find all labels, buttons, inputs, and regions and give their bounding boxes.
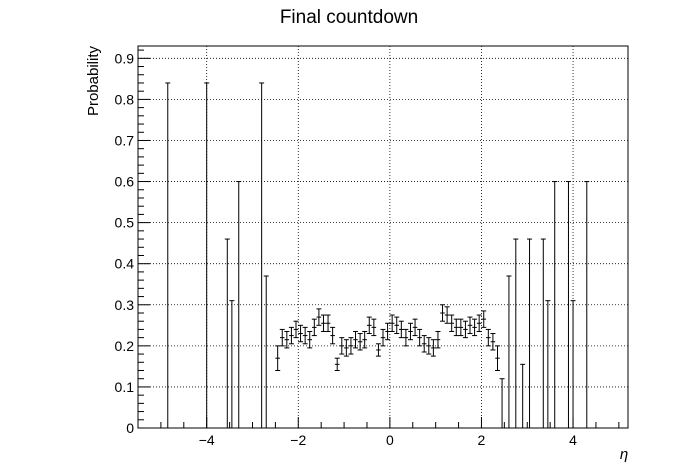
data-point [165, 82, 171, 429]
data-point [316, 308, 322, 326]
data-point [348, 337, 354, 355]
y-tick-label: 0.3 [115, 297, 135, 313]
x-tick-label: −4 [199, 432, 215, 448]
data-point [449, 314, 455, 332]
data-point [394, 316, 400, 335]
x-tick-label: 4 [569, 432, 577, 448]
data-point [343, 339, 349, 357]
y-tick-label: 0.7 [115, 132, 135, 148]
data-point [467, 316, 473, 335]
data-point [458, 318, 464, 337]
axis-ticks [137, 49, 620, 429]
data-point [302, 326, 308, 345]
data-point [472, 318, 478, 337]
data-point [506, 275, 512, 429]
data-point [494, 345, 500, 371]
y-tick-label: 0.8 [115, 91, 135, 107]
data-point [366, 316, 372, 335]
data-point [357, 333, 363, 351]
y-tick-label: 0.4 [115, 256, 135, 272]
x-tick-labels: −4 −2 0 2 4 [199, 432, 577, 448]
data-point [481, 310, 487, 328]
data-point [453, 318, 459, 337]
data-point [435, 330, 441, 349]
data-point [513, 238, 519, 429]
data-point [540, 238, 546, 429]
x-axis-label: η [620, 446, 628, 463]
data-point [417, 328, 423, 347]
data-point [520, 363, 526, 429]
y-axis-label: Probability [85, 46, 102, 117]
data-point [307, 330, 313, 349]
data-point [279, 328, 285, 347]
x-tick-label: −2 [290, 432, 306, 448]
data-point [462, 320, 468, 339]
plot-frame [137, 45, 629, 429]
y-tick-label: 0 [126, 420, 134, 436]
y-tick-label: 0.5 [115, 215, 135, 231]
x-tick-label: 2 [478, 432, 486, 448]
chart-title: Final countdown [280, 7, 418, 28]
data-point [412, 318, 418, 337]
data-point [311, 318, 317, 337]
data-point [288, 326, 294, 345]
y-tick-label: 0.1 [115, 379, 135, 395]
data-point [371, 318, 377, 337]
data-point [362, 330, 368, 349]
y-tick-label: 0.6 [115, 174, 135, 190]
data-point [330, 326, 336, 345]
data-point [320, 314, 326, 332]
data-point [421, 335, 427, 353]
data-point [389, 314, 395, 332]
data-point [325, 314, 331, 332]
data-point [375, 343, 381, 357]
y-tick-label: 0.9 [115, 50, 135, 66]
data-point [334, 357, 340, 371]
data-point [490, 333, 496, 351]
y-tick-label: 0.2 [115, 338, 135, 354]
data-point [385, 322, 391, 341]
data-point [229, 300, 235, 429]
data-point [284, 330, 290, 349]
data-points [165, 82, 590, 429]
data-point [275, 345, 281, 371]
data-point [545, 300, 551, 429]
data-point [440, 304, 446, 322]
x-tick-label: 0 [386, 432, 394, 448]
data-point [224, 238, 230, 429]
data-point [570, 300, 576, 429]
data-point [298, 324, 304, 343]
data-point [403, 328, 409, 347]
data-point [527, 238, 533, 429]
data-point [339, 337, 345, 355]
data-point [476, 314, 482, 332]
data-point [259, 82, 265, 429]
data-point [485, 328, 491, 347]
data-point [499, 378, 505, 429]
data-point [380, 328, 386, 347]
data-point [263, 275, 269, 429]
data-point [204, 82, 210, 429]
data-point [430, 339, 436, 357]
data-point [353, 330, 359, 349]
data-point [426, 337, 432, 355]
grid-lines [138, 46, 628, 428]
y-tick-labels: 0 0.1 0.2 0.3 0.4 0.5 0.6 0.7 0.8 0.9 [115, 50, 135, 436]
data-point [293, 320, 299, 339]
data-point [444, 306, 450, 324]
data-point [398, 320, 404, 339]
data-point [407, 322, 413, 341]
